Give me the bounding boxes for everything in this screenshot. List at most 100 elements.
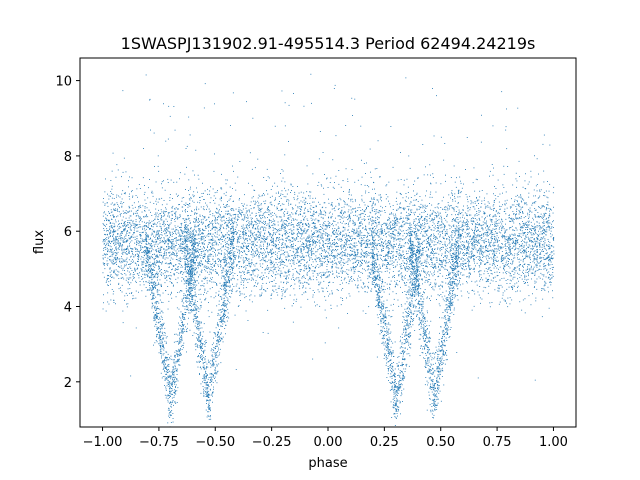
data-point [341,266,343,268]
data-point [395,246,396,247]
data-point [306,241,308,243]
data-point [406,242,408,244]
data-point [543,228,544,230]
data-point [476,241,477,243]
data-point [359,260,361,262]
data-point [454,293,456,295]
data-point [229,198,231,200]
data-point [298,231,299,233]
data-point [266,288,268,289]
data-point [328,222,330,224]
data-point [368,268,369,270]
data-point [494,289,496,291]
data-point [489,263,491,265]
data-point [187,215,188,217]
data-point [171,215,173,216]
data-point [213,265,215,267]
data-point [424,231,426,233]
data-point [510,227,512,228]
data-point [169,240,171,242]
data-point [309,267,310,269]
data-point [523,199,525,201]
data-point [289,271,291,272]
data-point [482,252,484,254]
data-point [207,247,208,248]
data-point [428,237,429,239]
data-point [106,263,108,265]
data-point [112,276,114,278]
data-point [431,234,432,235]
data-point [122,240,124,242]
data-point [248,182,249,184]
data-point [167,224,169,225]
data-point [234,257,236,258]
data-point [175,245,176,246]
data-point [193,242,195,244]
data-point [145,246,147,247]
data-point [171,269,172,271]
data-point [178,244,180,245]
data-point [240,275,242,277]
data-point [151,245,153,247]
data-point [441,221,443,223]
data-point [107,263,109,265]
data-point [502,184,504,186]
data-point [106,280,108,282]
data-point [162,240,163,241]
data-point [473,249,474,250]
data-point [267,309,269,311]
data-point [178,263,180,265]
data-point [429,214,431,216]
data-point [471,309,473,311]
data-point [396,248,398,250]
data-point [319,242,321,244]
data-point [384,212,386,213]
data-point [458,221,460,223]
data-point [261,292,263,294]
data-point [460,235,462,237]
data-point [437,248,438,250]
data-point [400,225,401,227]
data-point [495,210,497,212]
data-point [425,208,427,209]
data-point [378,221,380,223]
data-point [430,215,431,217]
data-point [414,231,416,233]
data-point [484,203,486,205]
data-point [437,229,439,231]
data-point [196,212,198,214]
data-point [467,247,468,248]
data-point [120,237,122,239]
data-point [193,234,194,235]
data-point [345,242,347,244]
data-point [253,207,254,209]
data-point [353,208,355,210]
data-point [170,278,172,280]
data-point [284,223,286,225]
data-point [323,274,324,276]
data-point [117,211,119,212]
data-point [129,232,131,234]
data-point [395,293,397,295]
data-point [340,253,342,255]
data-point [129,241,131,243]
data-point [278,216,280,218]
data-point [422,254,424,256]
data-point [529,239,531,241]
data-point [114,244,115,246]
data-point [160,209,162,211]
data-point [208,235,210,237]
data-point [511,238,513,240]
data-point [149,247,151,249]
data-point [417,243,419,245]
data-point [340,241,342,242]
data-point [269,235,271,237]
data-point [304,281,305,283]
data-point [497,241,498,243]
data-point [330,177,332,179]
data-point [221,198,222,199]
data-point [124,221,126,222]
data-point [476,197,477,199]
data-point [147,216,149,218]
data-point [342,247,344,249]
